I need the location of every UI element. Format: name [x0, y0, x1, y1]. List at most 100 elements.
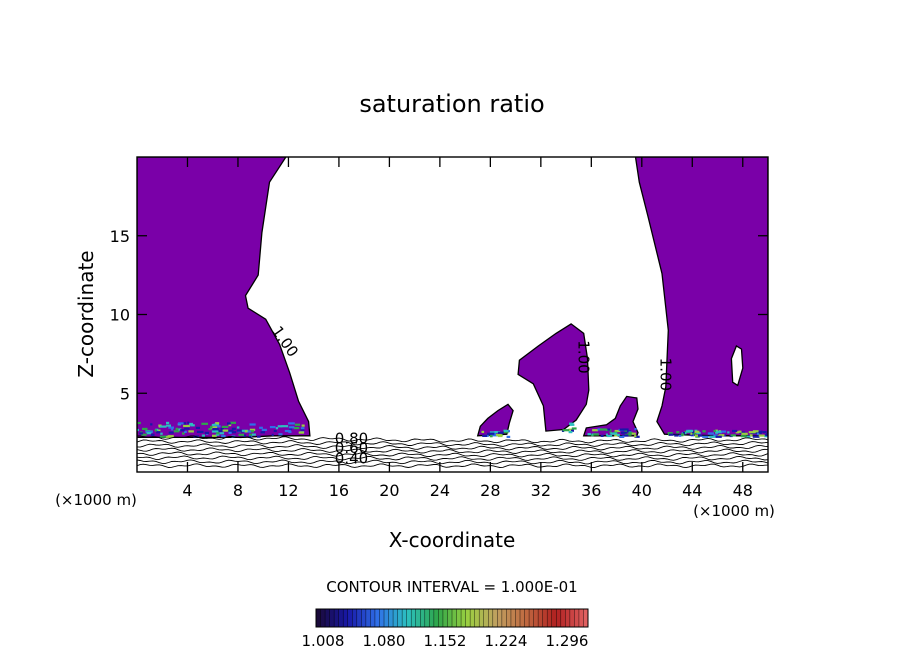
colorbar-swatch: [551, 609, 557, 627]
center-cloud-region: [517, 323, 590, 432]
saturation-speckle: [622, 434, 629, 437]
saturation-speckle: [506, 435, 511, 438]
saturation-speckle: [259, 426, 263, 429]
saturation-speckle: [189, 422, 193, 426]
saturation-speckle: [616, 433, 620, 436]
colorbar-swatch: [325, 609, 331, 627]
saturation-speckle: [196, 430, 204, 433]
saturation-speckle: [749, 434, 753, 437]
saturation-speckle: [236, 429, 244, 432]
saturation-speckle: [758, 434, 765, 437]
saturation-speckle: [201, 422, 208, 425]
x-axis-ticks: 4 8 12 16 20 24 28 32 36 40 44 48: [182, 157, 753, 500]
chart-title: saturation ratio: [359, 90, 544, 118]
y-axis-label: Z-coordinate: [74, 250, 98, 377]
saturation-speckle: [599, 428, 607, 431]
colorbar-swatch: [447, 609, 453, 627]
clear-hole-region: [730, 345, 744, 387]
saturation-speckle: [238, 433, 244, 436]
saturation-speckle: [680, 433, 685, 436]
saturation-speckle: [489, 431, 496, 434]
colorbar-swatch: [370, 609, 376, 627]
saturation-speckle: [696, 431, 701, 435]
contour-line: [137, 439, 768, 447]
colorbar-swatch: [420, 609, 426, 627]
x-axis-unit-left: (×1000 m): [55, 491, 137, 509]
colorbar-swatch: [515, 609, 521, 627]
z-axis-ticks: 5 10 15: [110, 227, 768, 403]
saturation-speckle: [696, 434, 703, 437]
saturation-speckle: [702, 430, 706, 433]
saturation-speckle: [145, 430, 153, 433]
saturation-speckle: [481, 430, 485, 433]
colorbar-swatch: [334, 609, 340, 627]
saturation-speckle: [166, 421, 170, 424]
contour-line: [137, 443, 768, 451]
saturation-speckle: [214, 423, 219, 426]
saturation-speckle: [702, 435, 709, 438]
z-tick-label: 15: [110, 227, 130, 246]
saturation-speckle: [765, 434, 768, 437]
saturation-speckle: [165, 435, 173, 438]
saturation-speckle: [694, 430, 700, 433]
saturation-speckle: [300, 427, 305, 430]
saturation-speckle: [497, 431, 504, 434]
saturation-speckle: [625, 430, 632, 433]
saturation-speckle: [168, 431, 174, 434]
x-axis-label: X-coordinate: [389, 528, 516, 552]
colorbar-tick-labels: 1.008 1.080 1.152 1.224 1.296: [302, 632, 589, 650]
saturation-speckle: [491, 434, 498, 437]
contour-line: [137, 463, 768, 469]
x-tick-label: 12: [278, 481, 298, 500]
saturation-speckle: [562, 429, 570, 432]
colorbar-swatch: [415, 609, 421, 627]
x-tick-label: 16: [329, 481, 349, 500]
saturation-speckle: [231, 427, 236, 430]
saturation-speckle: [204, 431, 209, 434]
saturation-speckle: [293, 427, 300, 430]
colorbar-swatch: [384, 609, 390, 627]
cloud-base-color-speckle: [137, 421, 768, 438]
saturation-speckle: [157, 429, 161, 432]
saturation-speckle: [277, 425, 283, 428]
saturation-speckle: [195, 426, 200, 429]
saturation-speckle: [150, 423, 153, 426]
saturation-speckle: [752, 430, 759, 433]
saturation-speckle: [146, 432, 152, 435]
contour-line: [137, 459, 768, 465]
saturation-speckle: [597, 428, 602, 431]
z-tick-label: 10: [110, 306, 130, 325]
saturation-speckle: [738, 431, 746, 434]
colorbar-swatch: [397, 609, 403, 627]
saturation-speckle: [180, 429, 185, 432]
saturation-speckle: [221, 435, 226, 438]
saturation-speckle: [188, 430, 194, 433]
saturation-speckle: [606, 434, 613, 438]
saturation-speckle: [610, 432, 617, 435]
colorbar-swatch: [461, 609, 467, 627]
saturation-speckle: [605, 433, 608, 436]
colorbar-swatch: [583, 609, 589, 627]
colorbar-swatch: [433, 609, 439, 627]
saturation-speckle: [740, 435, 747, 438]
x-tick-label: 8: [233, 481, 243, 500]
saturation-speckle: [718, 434, 725, 437]
x-tick-label: 44: [682, 481, 702, 500]
saturation-speckle: [269, 426, 276, 429]
saturation-speckle: [171, 428, 174, 431]
saturation-speckle: [248, 435, 252, 438]
saturation-speckle: [593, 433, 599, 436]
saturation-speckle: [275, 427, 279, 430]
saturation-speckle: [228, 431, 232, 434]
saturation-speckle: [221, 425, 229, 428]
saturation-speckle: [669, 433, 674, 436]
saturation-speckle: [687, 429, 694, 433]
saturation-speckle: [260, 431, 265, 434]
colorbar-swatch: [388, 609, 394, 627]
x-tick-label: 36: [581, 481, 601, 500]
saturation-speckle: [679, 434, 682, 437]
saturation-speckle: [249, 433, 252, 436]
colorbar-swatch: [347, 609, 353, 627]
saturation-speckle: [288, 422, 295, 425]
saturation-speckle: [160, 432, 163, 435]
